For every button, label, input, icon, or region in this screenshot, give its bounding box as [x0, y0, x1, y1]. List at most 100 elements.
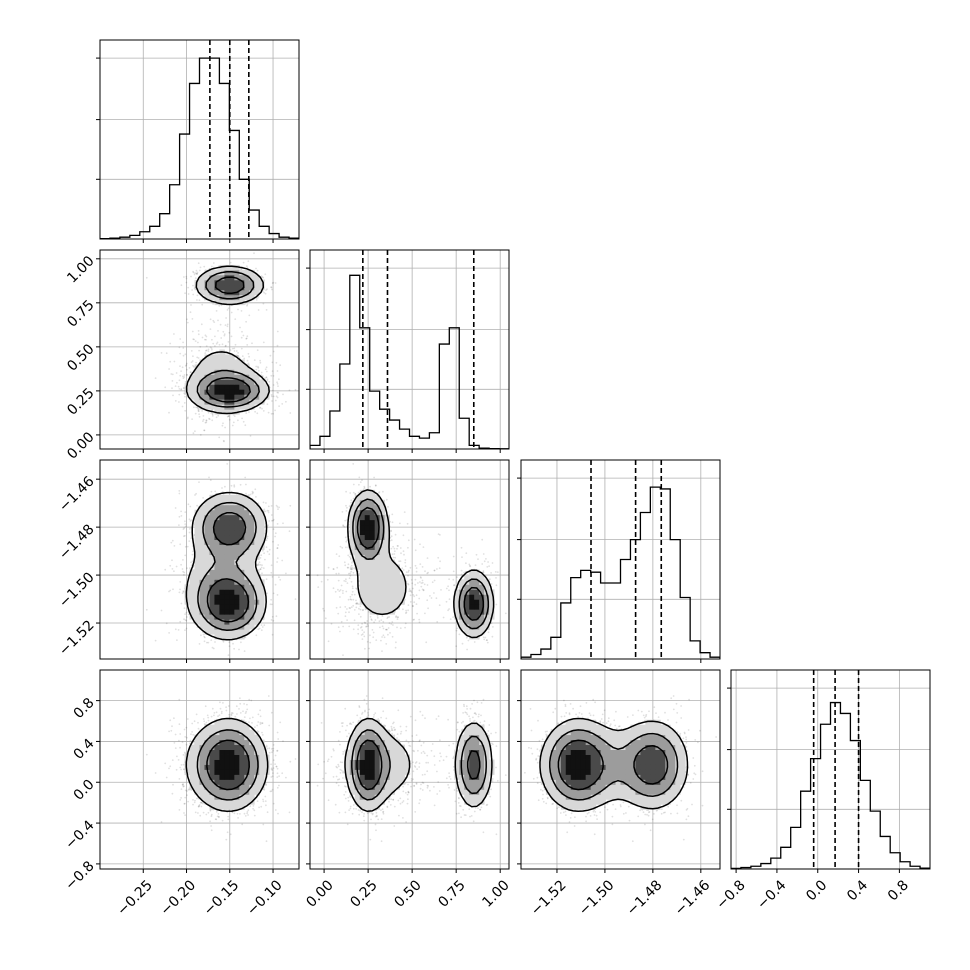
density-cell	[264, 389, 270, 395]
sample-point	[233, 485, 236, 488]
sample-point	[276, 370, 279, 372]
density-cell	[204, 369, 210, 375]
sample-point	[228, 418, 231, 421]
sample-point	[227, 307, 230, 310]
density-cell	[229, 609, 235, 615]
sample-point	[184, 520, 186, 523]
sample-point	[276, 547, 279, 550]
sample-point	[237, 308, 239, 311]
density-cell	[189, 599, 195, 605]
sample-point	[202, 415, 205, 417]
sample-point	[260, 566, 263, 569]
sample-point	[240, 347, 243, 350]
density-cell	[194, 584, 200, 590]
sample-point	[186, 417, 189, 420]
sample-point	[238, 648, 240, 651]
sample-point	[276, 557, 279, 559]
density-cell	[199, 574, 205, 580]
sample-point	[204, 636, 206, 639]
sample-point	[178, 591, 181, 594]
sample-point	[270, 374, 273, 377]
sample-point	[177, 629, 180, 631]
sample-point	[265, 289, 267, 291]
sample-point	[257, 309, 260, 311]
density-cell	[229, 634, 235, 640]
sample-point	[211, 265, 213, 268]
density-cell	[234, 379, 240, 385]
density-cell	[189, 574, 195, 580]
sample-point	[196, 406, 199, 409]
density-cell	[214, 274, 220, 281]
density-cell	[204, 624, 210, 630]
sample-point	[179, 352, 182, 355]
sample-point	[198, 269, 201, 272]
sample-point	[186, 318, 188, 321]
sample-point	[185, 281, 188, 284]
sample-point	[226, 323, 229, 326]
sample-point	[164, 386, 167, 389]
sample-point	[231, 424, 234, 427]
density-cell	[229, 584, 235, 590]
sample-point	[245, 337, 248, 340]
sample-point	[184, 365, 187, 367]
density-cell	[244, 279, 250, 286]
sample-point	[171, 539, 174, 542]
density-cell	[214, 384, 220, 390]
sample-point	[220, 337, 223, 339]
sample-point	[270, 286, 272, 288]
sample-point	[242, 334, 245, 337]
density-cell	[219, 599, 225, 605]
sample-point	[275, 395, 278, 398]
sample-point	[168, 411, 170, 414]
sample-point	[205, 338, 207, 341]
density-cell	[244, 584, 250, 590]
histogram-panel-0	[96, 39, 300, 243]
sample-point	[249, 435, 252, 437]
density-cell	[234, 279, 240, 286]
density-cell	[219, 354, 225, 360]
density-cell	[209, 604, 215, 610]
sample-point	[184, 395, 186, 398]
sample-point	[189, 567, 191, 569]
sample-point	[180, 602, 183, 605]
sample-point	[234, 318, 237, 320]
density-cell	[244, 589, 250, 595]
sample-point	[205, 421, 208, 424]
sample-point	[175, 372, 178, 374]
y-tick-label: 0.75	[64, 297, 97, 330]
density-cell	[204, 359, 210, 365]
sample-point	[256, 269, 259, 272]
sample-point	[271, 576, 274, 578]
sample-point	[245, 337, 248, 340]
sample-point	[183, 607, 186, 610]
contour-line	[196, 369, 260, 408]
density-cell	[224, 364, 230, 370]
sample-point	[185, 611, 188, 614]
density-cell	[204, 364, 210, 370]
sample-point	[211, 409, 214, 411]
sample-point	[170, 541, 173, 544]
sample-point	[202, 418, 205, 421]
sample-point	[262, 302, 265, 305]
sample-point	[255, 299, 258, 301]
density-cell	[209, 609, 215, 615]
sample-point	[191, 560, 194, 563]
sample-point	[261, 407, 263, 410]
density-cell	[209, 369, 215, 375]
sample-point	[169, 589, 172, 592]
sample-point	[230, 311, 233, 314]
density-cell	[229, 364, 235, 370]
density-cell	[189, 609, 195, 615]
density-cell	[204, 404, 210, 410]
sample-point	[289, 412, 292, 414]
density-cell	[199, 284, 205, 291]
sample-point	[259, 361, 262, 364]
sample-point	[188, 528, 191, 530]
sample-point	[184, 629, 186, 631]
density-cell	[254, 609, 260, 615]
sample-point	[227, 415, 230, 417]
density-cell	[199, 379, 205, 385]
sample-point	[211, 413, 214, 416]
sample-point	[240, 641, 242, 644]
sample-point	[285, 400, 287, 403]
